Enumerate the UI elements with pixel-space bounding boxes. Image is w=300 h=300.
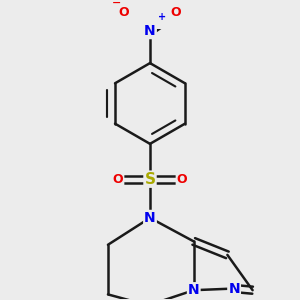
Text: S: S [145,172,155,187]
Text: O: O [177,173,187,186]
Text: O: O [113,173,123,186]
Text: −: − [112,0,122,8]
Text: O: O [118,6,129,19]
Text: N: N [188,283,200,297]
Text: N: N [144,211,156,225]
Text: O: O [171,6,181,19]
Text: N: N [144,24,156,38]
Text: +: + [158,12,166,22]
Text: N: N [228,281,240,296]
